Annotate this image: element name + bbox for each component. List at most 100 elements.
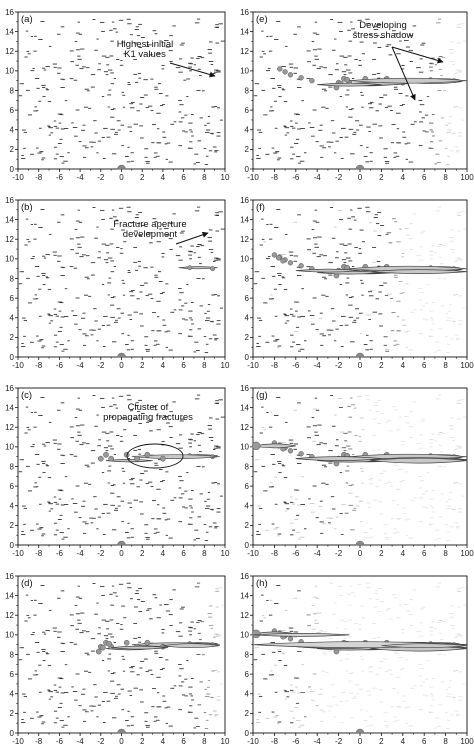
- x-tick-label: -10: [247, 737, 259, 745]
- fracture-aperture: [252, 633, 350, 637]
- y-tick-label: 8: [10, 86, 15, 95]
- propagating-fracture: [210, 266, 216, 272]
- y-tick-label: 16: [240, 8, 249, 17]
- propagating-fracture: [108, 455, 115, 462]
- y-tick-label: 16: [5, 384, 14, 393]
- x-tick-label: -2: [97, 173, 105, 182]
- x-tick-label: 4: [401, 549, 406, 558]
- y-tick-label: 2: [10, 145, 15, 154]
- x-tick-label: 6: [181, 549, 186, 558]
- y-tick-label: 6: [10, 294, 15, 303]
- propagating-fracture: [123, 639, 130, 646]
- y-tick-label: 6: [245, 670, 250, 679]
- x-tick-label: 8: [202, 361, 207, 370]
- source-marker: [117, 540, 126, 546]
- plot-frame: [252, 199, 468, 358]
- x-tick-label: 4: [401, 361, 406, 370]
- propagating-fracture: [251, 629, 261, 639]
- x-tick-label: -10: [247, 173, 259, 182]
- x-tick-label: -4: [314, 549, 322, 558]
- y-tick-label: 0: [245, 729, 250, 738]
- y-tick-label: 0: [10, 165, 15, 174]
- y-tick-label: 12: [5, 47, 14, 56]
- x-tick-label: 6: [422, 173, 427, 182]
- propagating-fracture: [344, 76, 351, 83]
- x-tick-label: 2: [379, 173, 384, 182]
- x-tick-label: -10: [247, 361, 259, 370]
- x-tick-label: 4: [161, 549, 166, 558]
- x-tick-label: 8: [202, 737, 207, 745]
- y-tick-label: 14: [5, 403, 14, 412]
- plot-frame: [17, 575, 226, 734]
- x-tick-label: -4: [314, 737, 322, 745]
- x-tick-label: -2: [97, 549, 105, 558]
- y-tick-label: 0: [10, 729, 15, 738]
- x-tick-label: 2: [140, 173, 145, 182]
- x-tick-label: -2: [335, 549, 343, 558]
- x-tick-label: -6: [56, 737, 64, 745]
- y-tick-label: 10: [240, 631, 249, 640]
- plot-frame: [252, 387, 468, 546]
- annotation-text: development: [123, 229, 178, 240]
- y-tick-label: 2: [245, 145, 250, 154]
- y-tick-label: 4: [245, 314, 250, 323]
- source-marker: [355, 728, 365, 734]
- y-tick-label: 6: [10, 670, 15, 679]
- x-tick-label: 100: [460, 549, 474, 558]
- x-tick-label: 100: [460, 737, 474, 745]
- x-tick-label: 2: [379, 737, 384, 745]
- y-tick-label: 8: [245, 274, 250, 283]
- x-tick-label: 6: [181, 737, 186, 745]
- panel-label: (g): [256, 390, 268, 401]
- y-tick-label: 14: [5, 27, 14, 36]
- x-tick-label: -6: [292, 361, 300, 370]
- x-tick-label: 10: [221, 737, 230, 745]
- x-tick-label: 2: [379, 361, 384, 370]
- propagating-fracture: [309, 78, 315, 84]
- x-tick-label: -4: [77, 361, 85, 370]
- x-tick-label: 8: [443, 737, 448, 745]
- propagating-fracture: [276, 255, 282, 261]
- x-tick-label: 8: [443, 361, 448, 370]
- annotation-arrow: [391, 46, 444, 64]
- x-tick-label: 0: [119, 361, 124, 370]
- x-tick-label: 6: [181, 173, 186, 182]
- y-tick-label: 2: [245, 709, 250, 718]
- annotation-text: K1 values: [124, 49, 166, 60]
- x-tick-label: -8: [271, 549, 279, 558]
- panel-g: -10 -8 -6 -4 -2 0 2 4 6 8 100 0 2 4 6 8 10 12 14 16 (g): [240, 384, 474, 558]
- y-tick-label: 12: [240, 235, 249, 244]
- x-tick-label: 10: [221, 549, 230, 558]
- panel-a: -10 -8 -6 -4 -2 0 2 4 6 8 10 0 2 4 6 8 10 12 14 16 (a) Highes…: [5, 8, 230, 182]
- x-tick-label: 10: [221, 173, 230, 182]
- x-tick-label: -4: [77, 549, 85, 558]
- propagating-fracture: [100, 644, 106, 651]
- x-tick-label: -8: [35, 737, 43, 745]
- y-tick-label: 2: [245, 521, 250, 530]
- x-tick-label: 6: [422, 361, 427, 370]
- y-tick-label: 0: [245, 353, 250, 362]
- propagating-fracture: [287, 448, 294, 454]
- x-tick-label: 6: [422, 549, 427, 558]
- y-tick-label: 0: [10, 541, 15, 550]
- fracture-aperture: [295, 456, 382, 461]
- fracture-aperture: [131, 454, 220, 460]
- fracture-aperture: [381, 643, 468, 649]
- x-tick-label: 2: [379, 549, 384, 558]
- y-tick-label: 16: [240, 384, 249, 393]
- plot-frame: [252, 11, 468, 170]
- source-marker: [117, 164, 126, 170]
- propagating-fracture: [287, 636, 294, 642]
- y-tick-label: 10: [240, 443, 249, 452]
- annotation-text: propagating fractures: [103, 412, 193, 423]
- x-tick-label: -6: [292, 549, 300, 558]
- annotation-arrow: [169, 62, 216, 78]
- y-tick-label: 6: [245, 106, 250, 115]
- annotation-text: stress shadow: [353, 30, 414, 41]
- x-tick-label: -2: [335, 361, 343, 370]
- annotation-text: Highest initial: [117, 39, 174, 50]
- panel-label: (c): [21, 390, 32, 401]
- plot-frame: [252, 575, 468, 734]
- y-tick-label: 12: [240, 423, 249, 432]
- panel-label: (a): [21, 14, 33, 25]
